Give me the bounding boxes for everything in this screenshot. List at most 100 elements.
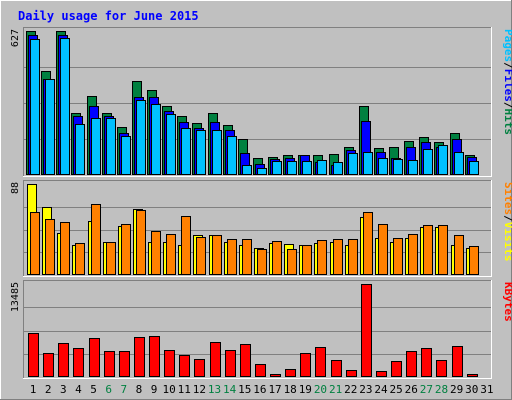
- legend-entry: Files: [502, 69, 512, 102]
- bar-kbytes-day-28: [436, 360, 447, 377]
- bar-pages-day-27: [423, 149, 433, 175]
- x-tick-label: 23: [359, 383, 372, 396]
- x-tick-label: 22: [344, 383, 357, 396]
- bar-sites-day-10: [166, 234, 176, 275]
- bar-kbytes-day-8: [134, 337, 145, 377]
- bar-pages-day-15: [242, 165, 252, 175]
- bar-pages-day-16: [257, 168, 267, 175]
- bar-kbytes-day-7: [119, 351, 130, 377]
- x-tick-label: 15: [238, 383, 251, 396]
- x-tick-label: 4: [75, 383, 82, 396]
- bar-pages-day-30: [469, 161, 479, 175]
- bar-sites-day-2: [45, 219, 55, 275]
- bar-sites-day-16: [257, 249, 267, 275]
- legend-entry: Pages: [502, 29, 512, 62]
- bar-kbytes-day-6: [104, 351, 115, 377]
- bar-sites-day-29: [454, 235, 464, 275]
- legend-entry: Sites: [502, 182, 512, 215]
- bar-kbytes-day-12: [194, 359, 205, 377]
- panel-sites-visits: 88 Sites/Visits: [10, 180, 512, 277]
- x-tick-label: 31: [480, 383, 493, 396]
- bar-sites-day-13: [212, 235, 222, 275]
- bar-sites-day-11: [181, 216, 191, 275]
- legend-entry: Visits: [502, 222, 512, 262]
- bar-pages-day-1: [30, 39, 40, 175]
- panel-max-label: 13485: [10, 282, 21, 312]
- bar-sites-day-30: [469, 246, 479, 275]
- bar-kbytes-day-16: [255, 364, 266, 377]
- bar-kbytes-day-20: [315, 347, 326, 377]
- x-tick-label: 24: [374, 383, 388, 396]
- panel-max-label: 88: [10, 182, 21, 194]
- x-tick-label: 12: [193, 383, 206, 396]
- x-tick-label: 13: [208, 383, 221, 396]
- bar-sites-day-19: [302, 245, 312, 275]
- legend-entry: KBytes: [502, 282, 512, 322]
- bar-kbytes-day-24: [376, 371, 387, 377]
- bar-pages-day-12: [196, 130, 206, 175]
- bar-kbytes-day-15: [240, 344, 251, 377]
- legend-entry: Hits: [502, 109, 512, 136]
- x-tick-label: 10: [163, 383, 176, 396]
- bar-kbytes-day-11: [179, 355, 190, 377]
- bar-pages-day-5: [91, 118, 101, 175]
- panel-legend: Sites/Visits: [502, 182, 512, 262]
- x-tick-label: 6: [105, 383, 112, 396]
- panel-max-label: 627: [10, 29, 21, 47]
- bar-kbytes-day-30: [467, 374, 478, 377]
- bar-pages-day-22: [348, 153, 358, 175]
- x-tick-label: 20: [314, 383, 327, 396]
- bar-pages-day-8: [136, 100, 146, 175]
- bar-pages-day-19: [302, 161, 312, 175]
- x-tick-label: 30: [465, 383, 478, 396]
- bar-pages-day-29: [454, 152, 464, 175]
- bar-sites-day-6: [106, 242, 116, 275]
- bar-pages-day-28: [438, 145, 448, 175]
- x-tick-label: 16: [253, 383, 266, 396]
- bar-sites-day-18: [287, 249, 297, 275]
- bar-pages-day-17: [272, 161, 282, 175]
- bar-pages-day-13: [212, 130, 222, 175]
- bar-kbytes-day-9: [149, 336, 160, 377]
- bar-sites-day-15: [242, 239, 252, 275]
- legend-entry: /: [502, 215, 512, 222]
- x-tick-label: 21: [329, 383, 342, 396]
- bar-pages-day-14: [227, 136, 237, 175]
- bar-pages-day-9: [151, 104, 161, 175]
- x-tick-label: 26: [405, 383, 418, 396]
- bar-sites-day-1: [30, 212, 40, 275]
- bar-kbytes-day-27: [421, 348, 432, 377]
- bar-kbytes-day-5: [89, 338, 100, 377]
- bar-sites-day-14: [227, 239, 237, 275]
- bar-kbytes-day-19: [300, 353, 311, 377]
- bar-sites-day-3: [60, 222, 70, 275]
- bar-pages-day-10: [166, 114, 176, 175]
- x-tick-label: 3: [60, 383, 67, 396]
- bar-kbytes-day-23: [361, 284, 372, 377]
- bar-pages-day-3: [60, 38, 70, 175]
- x-tick-label: 1: [30, 383, 37, 396]
- bar-pages-day-25: [393, 159, 403, 175]
- bar-sites-day-5: [91, 204, 101, 275]
- bar-pages-day-11: [181, 128, 191, 175]
- bar-kbytes-day-18: [285, 369, 296, 377]
- bar-pages-day-21: [333, 162, 343, 175]
- chart-panels: 627Pages/Files/Hits88Sites/Visits13485KB…: [10, 27, 512, 379]
- bar-sites-day-27: [423, 225, 433, 275]
- bar-pages-day-7: [121, 136, 131, 175]
- bar-sites-day-7: [121, 224, 131, 275]
- bar-kbytes-day-26: [406, 351, 417, 377]
- bar-pages-day-4: [75, 124, 85, 175]
- panel-legend: KBytes: [502, 282, 512, 322]
- bar-pages-day-26: [408, 160, 418, 175]
- bar-sites-day-9: [151, 231, 161, 275]
- legend-entry: /: [502, 62, 512, 69]
- bar-kbytes-day-22: [346, 370, 357, 377]
- panel-kbytes: 13485 KBytes: [10, 280, 512, 379]
- bar-pages-day-2: [45, 79, 55, 175]
- bar-kbytes-day-1: [28, 333, 39, 377]
- bar-pages-day-23: [363, 152, 373, 175]
- x-tick-label: 27: [420, 383, 433, 396]
